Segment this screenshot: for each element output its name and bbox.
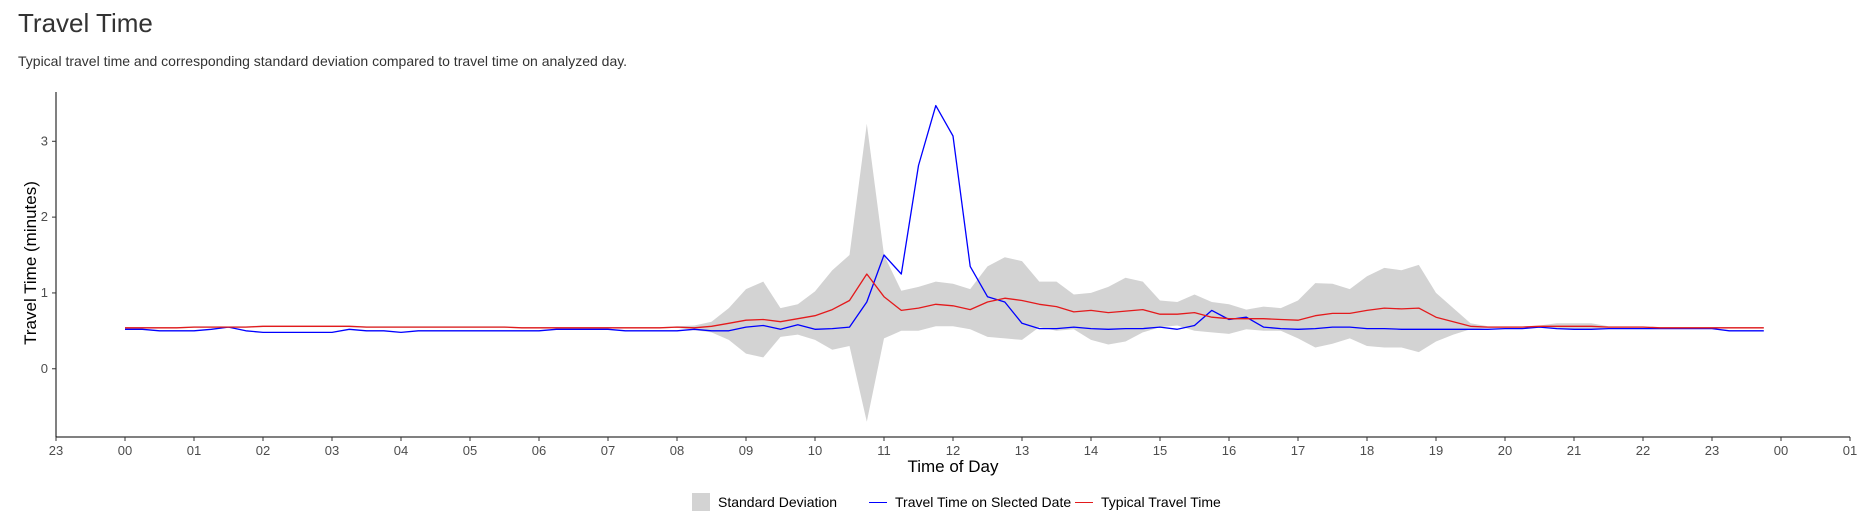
typical-travel-time-line (125, 273, 1764, 329)
x-tick-label: 10 (808, 443, 822, 458)
x-tick-label: 22 (1636, 443, 1650, 458)
x-tick-label: 06 (532, 443, 546, 458)
x-tick-label: 13 (1015, 443, 1029, 458)
x-tick-label: 02 (256, 443, 270, 458)
x-tick-label: 23 (1705, 443, 1719, 458)
x-axis-title: Time of Day (907, 457, 999, 476)
x-tick-label: 07 (601, 443, 615, 458)
x-tick-label: 12 (946, 443, 960, 458)
x-tick-label: 21 (1567, 443, 1581, 458)
x-tick-label: 16 (1222, 443, 1236, 458)
y-tick-label: 2 (41, 209, 48, 224)
x-tick-label: 23 (49, 443, 63, 458)
x-tick-label: 04 (394, 443, 408, 458)
x-tick-label: 00 (118, 443, 132, 458)
legend-label: Standard Deviation (718, 494, 838, 510)
legend-item-standard-deviation: Standard Deviation (692, 490, 837, 514)
x-tick-label: 09 (739, 443, 753, 458)
y-axis-title: Travel Time (minutes) (21, 181, 40, 345)
x-tick-label: 19 (1429, 443, 1443, 458)
y-tick-label: 3 (41, 133, 48, 148)
y-tick-label: 0 (41, 361, 48, 376)
x-tick-label: 17 (1291, 443, 1305, 458)
x-tick-label: 18 (1360, 443, 1374, 458)
y-tick-label: 1 (41, 285, 48, 300)
x-tick-label: 11 (877, 443, 891, 458)
legend: Standard Deviation Travel Time on Slecte… (0, 490, 1864, 514)
legend-item-selected-date: Travel Time on Slected Date (869, 490, 1071, 514)
x-tick-label: 14 (1084, 443, 1098, 458)
legend-label: Travel Time on Slected Date (895, 494, 1072, 510)
x-tick-label: 03 (325, 443, 339, 458)
selected-date-line (125, 104, 1764, 334)
x-tick-label: 05 (463, 443, 477, 458)
x-tick-label: 01 (1843, 443, 1857, 458)
x-tick-label: 01 (187, 443, 201, 458)
legend-swatch-selected-line (869, 501, 887, 503)
x-tick-label: 20 (1498, 443, 1512, 458)
x-tick-label: 00 (1774, 443, 1788, 458)
x-tick-label: 15 (1153, 443, 1167, 458)
chart-title: Travel Time (18, 8, 153, 38)
x-tick-label: 08 (670, 443, 684, 458)
standard-deviation-band (125, 123, 1764, 422)
legend-item-typical: Typical Travel Time (1075, 490, 1221, 514)
legend-swatch-band (692, 493, 710, 511)
chart-subtitle: Typical travel time and corresponding st… (18, 53, 628, 69)
legend-label: Typical Travel Time (1101, 494, 1221, 510)
legend-swatch-typical-line (1075, 501, 1093, 503)
